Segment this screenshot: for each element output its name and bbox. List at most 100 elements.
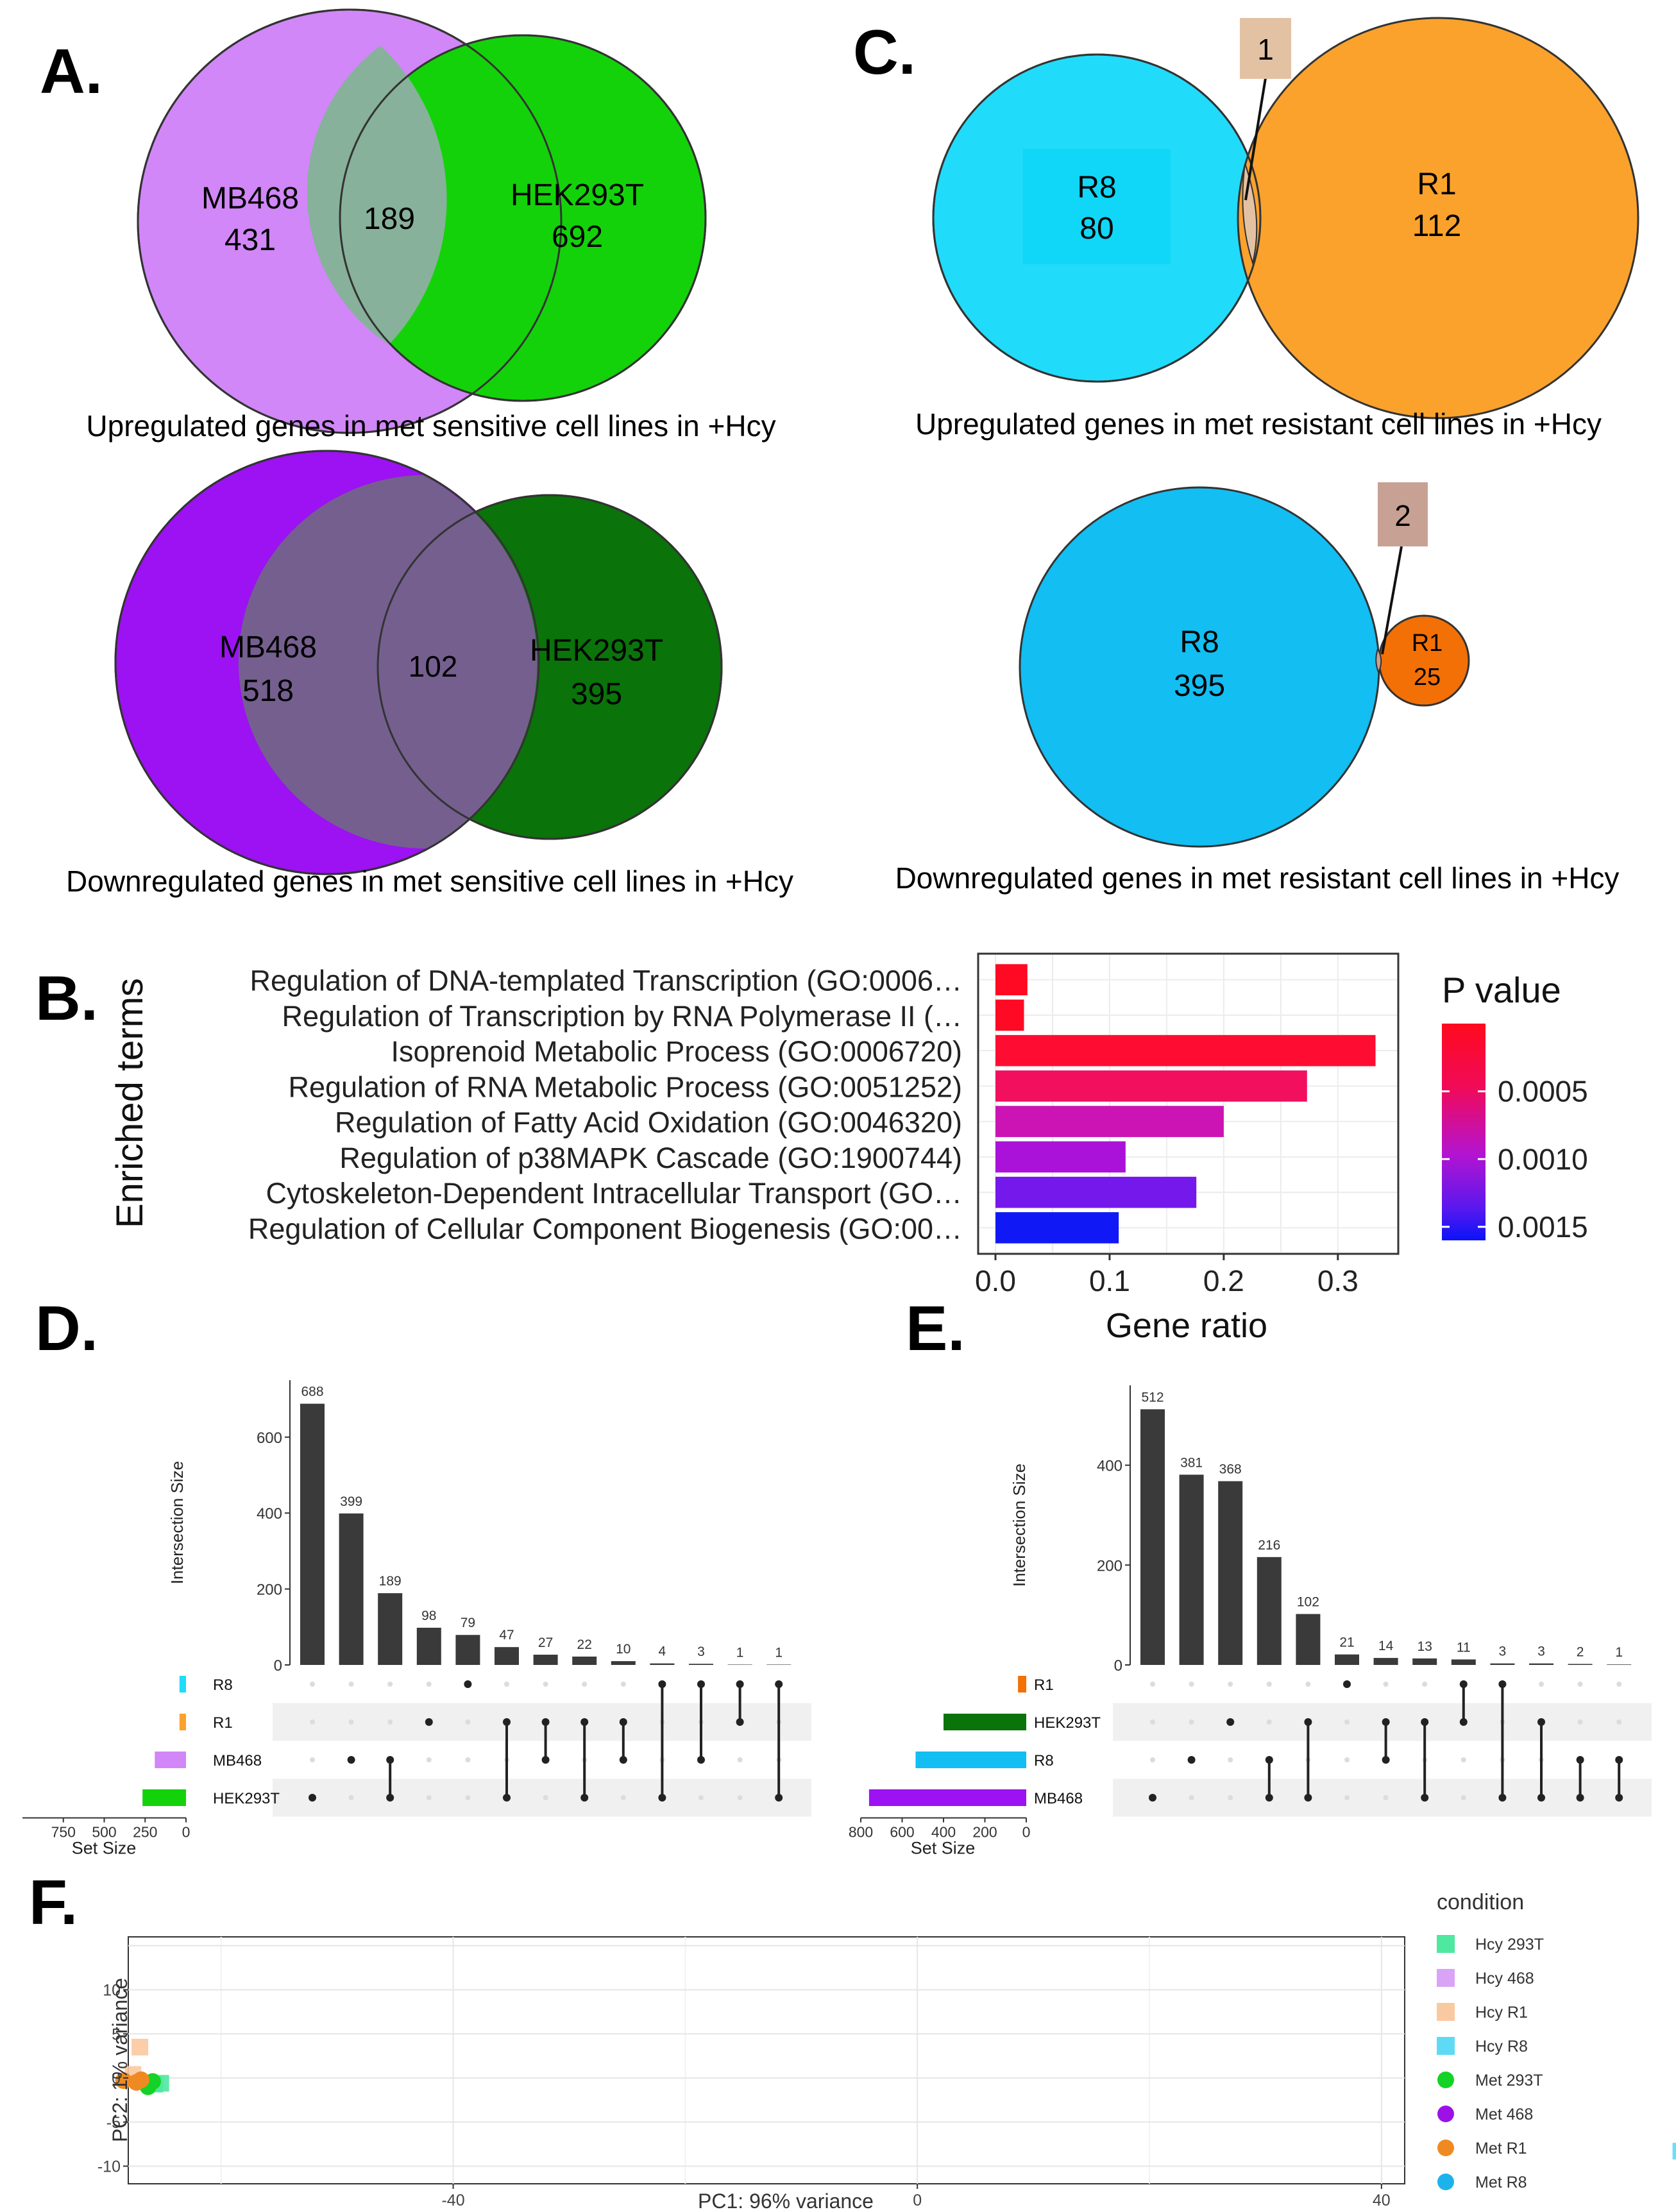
venn-a-down-left-name: MB468 (219, 630, 317, 664)
pca-x-tick-label: -40 (441, 2191, 464, 2209)
panel-letter-d: D. (35, 1293, 98, 1364)
pca-y-tick-label: 10 (103, 1982, 121, 2000)
enrichment-category-label: Cytoskeleton-Dependent Intracellular Tra… (266, 1177, 963, 1210)
enrichment-bar (995, 1176, 1197, 1208)
matrix-dot-inactive (582, 1682, 588, 1687)
matrix-dot-active (464, 1680, 472, 1688)
matrix-dot-inactive (1539, 1682, 1544, 1687)
set-size-tick-label: 750 (51, 1824, 76, 1841)
enrichment-category-label: Regulation of RNA Metabolic Process (GO:… (288, 1070, 962, 1103)
venn-a-down: MB468 518 102 HEK293T 395 Downregulated … (66, 450, 793, 898)
matrix-dot-inactive (1266, 1719, 1272, 1725)
pca-legend-swatch-square (1437, 1935, 1455, 1953)
enrichment-bar (995, 1070, 1307, 1102)
set-size-tick-label: 800 (849, 1824, 873, 1841)
pvalue-legend-title: P value (1442, 970, 1561, 1010)
matrix-dot-inactive (1305, 1682, 1311, 1687)
set-size-tick-label: 200 (972, 1824, 997, 1841)
enrichment-category-label: Regulation of Fatty Acid Oxidation (GO:0… (335, 1106, 962, 1139)
pca-legend-swatch-square (1437, 1969, 1455, 1987)
venn-c-up-right-name: R1 (1417, 167, 1456, 201)
pca-x-tick-label: 0 (913, 2191, 922, 2209)
matrix-dot-inactive (1150, 1719, 1155, 1725)
intersection-bar (1607, 1664, 1632, 1665)
matrix-dot-inactive (426, 1757, 432, 1762)
pca-points (115, 2038, 1676, 2160)
set-size-axis-title: Set Size (911, 1839, 976, 1858)
intersection-value-label: 22 (577, 1637, 592, 1652)
venn-c-up-right-count: 112 (1412, 209, 1462, 243)
pca-legend-label: Hcy R8 (1475, 2038, 1528, 2056)
enrichment-x-axis-title: Gene ratio (1106, 1306, 1267, 1345)
enrichment-bar (995, 1212, 1119, 1244)
pca-legend-swatch-circle (1437, 2106, 1454, 2122)
matrix-row-band (273, 1778, 811, 1817)
intersection-bar (1568, 1664, 1593, 1665)
set-size-tick-label: 400 (931, 1824, 956, 1841)
venn-c-down-caption: Downregulated genes in met resistant cel… (895, 861, 1620, 895)
enrichment-y-axis-title: Enriched terms (109, 978, 151, 1228)
matrix-dot-inactive (1150, 1682, 1155, 1687)
matrix-dot-inactive (1460, 1757, 1466, 1762)
pvalue-tick-label: 0.0015 (1498, 1210, 1588, 1244)
venn-c-down-right-count: 25 (1414, 664, 1441, 691)
venn-a-up-left-name: MB468 (201, 182, 299, 215)
venn-c-down-left-circle (1019, 486, 1380, 848)
pca-y-tick-label: 0 (112, 2070, 121, 2088)
venn-a-down-right-name: HEK293T (530, 634, 663, 668)
intersection-value-label: 10 (616, 1642, 631, 1657)
pca-legend-swatch-circle (1437, 2072, 1454, 2088)
intersection-bar (416, 1627, 441, 1665)
venn-c-down-right-circle (1378, 614, 1470, 707)
intersection-value-label: 2 (1577, 1644, 1584, 1659)
venn-a-up-left-count: 431 (224, 223, 276, 257)
pca-point-circle (132, 2071, 149, 2088)
pca-y-tick-label: -5 (106, 2114, 121, 2132)
set-name-label: R8 (1034, 1752, 1054, 1769)
intersection-bar (1373, 1658, 1398, 1665)
set-name-label: HEK293T (1034, 1714, 1101, 1732)
pca-gridlines (128, 1937, 1405, 2184)
venn-a-up-left-outline (137, 8, 563, 434)
matrix-dot-inactive (1344, 1719, 1350, 1725)
enrichment-plot-frame (977, 952, 1400, 1255)
enrichment-category-label: Regulation of p38MAPK Cascade (GO:190074… (339, 1142, 962, 1174)
matrix-dot-inactive (1189, 1795, 1194, 1800)
intersection-value-label: 1 (736, 1645, 744, 1660)
pca-point-square (131, 2038, 149, 2056)
set-size-tick-label: 0 (182, 1824, 190, 1841)
intersection-bar (300, 1403, 325, 1665)
enrichment-bar (995, 1034, 1376, 1067)
intersection-bar (455, 1635, 480, 1665)
matrix-dot-inactive (310, 1719, 315, 1725)
intersection-bar (727, 1664, 752, 1665)
enrichment-bar (995, 1141, 1126, 1173)
matrix-dot-inactive (620, 1682, 626, 1687)
matrix-dot-inactive (1577, 1682, 1583, 1687)
matrix-dot-inactive (543, 1682, 548, 1687)
set-name-label: MB468 (1034, 1790, 1083, 1807)
intersection-bar (1490, 1663, 1515, 1665)
matrix-dot-inactive (310, 1757, 315, 1762)
intersection-value-label: 512 (1141, 1390, 1164, 1405)
pvalue-tick-label: 0.0005 (1498, 1075, 1588, 1108)
enrichment-category-label: Regulation of Transcription by RNA Polym… (282, 1000, 962, 1033)
intersection-bar (1451, 1659, 1476, 1665)
panel-letter-f: F. (29, 1867, 78, 1938)
intersection-value-label: 79 (461, 1616, 475, 1630)
venn-c-up-overlap (1242, 163, 1258, 266)
pca-legend-swatch-circle (1437, 2140, 1454, 2156)
intersection-value-label: 4 (659, 1644, 666, 1659)
matrix-dot-inactive (387, 1719, 393, 1725)
matrix-dot-inactive (465, 1719, 471, 1725)
intersection-value-label: 189 (379, 1574, 402, 1589)
venn-a-up-right-name: HEK293T (511, 178, 644, 212)
pca-point-circle (115, 2072, 132, 2090)
venn-c-up-callout-box (1240, 18, 1291, 79)
panel-letter-a: A. (40, 36, 103, 106)
intersection-value-label: 3 (1499, 1644, 1507, 1659)
set-size-axis-title: Set Size (72, 1839, 137, 1858)
matrix-dot-inactive (1228, 1682, 1233, 1687)
set-name-label: HEK293T (213, 1790, 280, 1807)
